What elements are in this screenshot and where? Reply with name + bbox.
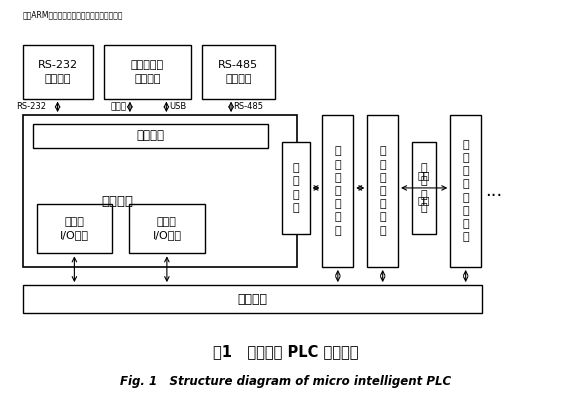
Bar bbox=[323, 115, 353, 267]
Text: 以太网: 以太网 bbox=[111, 102, 127, 111]
Bar bbox=[33, 124, 268, 148]
Text: 主控模块: 主控模块 bbox=[102, 195, 134, 208]
Text: 扩展: 扩展 bbox=[418, 171, 430, 181]
Bar bbox=[202, 45, 275, 98]
Bar bbox=[129, 204, 205, 253]
Bar bbox=[367, 115, 398, 267]
Text: 总线: 总线 bbox=[418, 195, 430, 205]
Text: ...: ... bbox=[485, 182, 502, 200]
Text: 基于ARM嵌入式系统的微型智能可编程控制器: 基于ARM嵌入式系统的微型智能可编程控制器 bbox=[23, 10, 123, 19]
Text: 专
用
功
能
扩
展
模
件: 专 用 功 能 扩 展 模 件 bbox=[462, 140, 469, 242]
Bar bbox=[22, 45, 93, 98]
Text: RS-485: RS-485 bbox=[233, 102, 263, 111]
Text: 模
拟
量
扩
展
模
件: 模 拟 量 扩 展 模 件 bbox=[379, 146, 386, 235]
Text: 扩
展
总
线: 扩 展 总 线 bbox=[420, 163, 427, 213]
Text: 图1   微型智能 PLC 体系结构: 图1 微型智能 PLC 体系结构 bbox=[213, 344, 359, 359]
Text: 开
关
量
扩
展
模
件: 开 关 量 扩 展 模 件 bbox=[335, 146, 341, 235]
Text: 主机或其他
通信终端: 主机或其他 通信终端 bbox=[130, 60, 164, 83]
Text: RS-485
总线设备: RS-485 总线设备 bbox=[219, 60, 259, 83]
Text: 开关量
I/O通道: 开关量 I/O通道 bbox=[60, 217, 89, 241]
Text: 通信接口: 通信接口 bbox=[136, 129, 164, 142]
Text: Fig. 1   Structure diagram of micro intelligent PLC: Fig. 1 Structure diagram of micro intell… bbox=[121, 375, 451, 388]
Bar bbox=[281, 142, 309, 234]
Text: RS-232: RS-232 bbox=[17, 102, 46, 111]
Bar bbox=[412, 142, 436, 234]
Bar bbox=[22, 285, 482, 313]
Bar bbox=[37, 204, 112, 253]
Bar bbox=[22, 115, 297, 267]
Text: USB: USB bbox=[169, 102, 186, 111]
Bar bbox=[450, 115, 481, 267]
Text: 模拟量
I/O通道: 模拟量 I/O通道 bbox=[152, 217, 181, 241]
Bar bbox=[104, 45, 190, 98]
Text: RS-232
串口设备: RS-232 串口设备 bbox=[38, 60, 78, 83]
Text: 扩
展
接
口: 扩 展 接 口 bbox=[292, 163, 299, 213]
Text: 现场信号: 现场信号 bbox=[237, 292, 267, 305]
